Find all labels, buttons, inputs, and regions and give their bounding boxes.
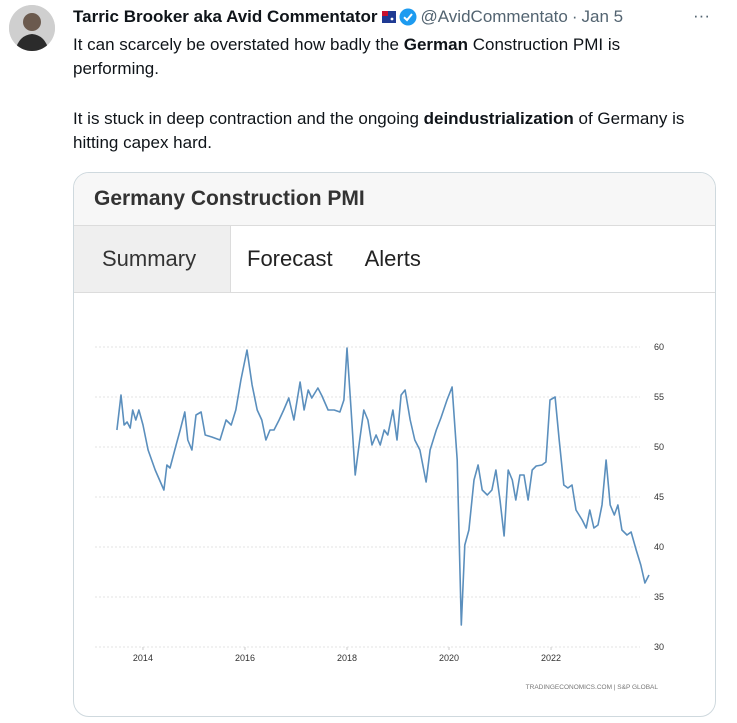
tabs: Summary Forecast Alerts [74, 226, 715, 293]
y-tick-label: 50 [654, 442, 664, 452]
author-name[interactable]: Tarric Brooker aka Avid Commentator [73, 7, 378, 26]
bold-text: deindustrialization [423, 109, 574, 128]
tweet-header: Tarric Brooker aka Avid Commentator @Avi… [73, 6, 623, 28]
text-segment: It is stuck in deep contraction and the … [73, 109, 424, 128]
chart-card[interactable]: Germany Construction PMI Summary Forecast… [73, 172, 716, 717]
verified-badge [399, 8, 417, 26]
card-title: Germany Construction PMI [74, 173, 715, 226]
text-segment: Construction PMI is performing. [73, 35, 621, 78]
tweet-text: It can scarcely be overstated how badly … [73, 33, 701, 181]
separator: · [571, 7, 578, 26]
y-tick-label: 30 [654, 642, 664, 652]
x-tick-label: 2018 [337, 653, 357, 663]
source-label: TRADINGECONOMICS.COM | S&P GLOBAL [526, 684, 659, 691]
flag-icon [381, 11, 396, 23]
x-tick-label: 2022 [541, 653, 561, 663]
tab[interactable]: Forecast [247, 246, 333, 271]
handle[interactable]: @AvidCommentato [420, 7, 568, 26]
y-tick-label: 55 [654, 392, 664, 402]
x-tick-label: 2014 [133, 653, 153, 663]
text-segment: of Germany is hitting capex hard. [73, 109, 685, 152]
date[interactable]: Jan 5 [581, 7, 624, 26]
series-line [116, 347, 650, 626]
tab[interactable]: Alerts [364, 246, 421, 271]
paragraph: It is stuck in deep contraction and the … [73, 107, 701, 155]
avatar[interactable] [9, 5, 55, 51]
text-segment: It can scarcely be overstated how badly … [73, 35, 404, 54]
x-tick-label: 2020 [439, 653, 459, 663]
y-tick-label: 45 [654, 492, 664, 502]
paragraph: It can scarcely be overstated how badly … [73, 33, 701, 81]
y-tick-label: 40 [654, 542, 664, 552]
tab[interactable]: Summary [74, 226, 231, 292]
y-tick-label: 35 [654, 592, 664, 602]
y-tick-label: 60 [654, 342, 664, 352]
bold-text: German [403, 35, 468, 54]
x-tick-label: 2016 [235, 653, 255, 663]
avatar-image [9, 5, 55, 51]
more-button[interactable]: ··· [693, 6, 710, 25]
